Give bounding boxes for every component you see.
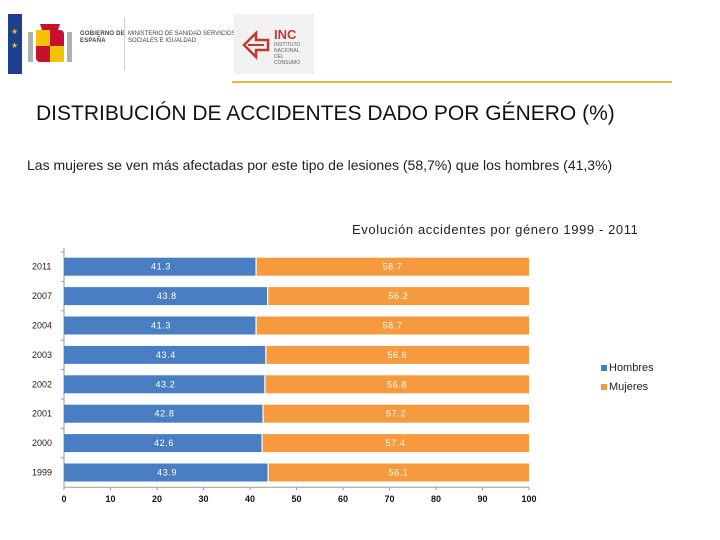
legend-label-mujeres: Mujeres: [609, 380, 649, 393]
y-category-label: 2007: [32, 291, 52, 301]
x-tick-label: 10: [105, 494, 115, 504]
y-category-label: 2000: [32, 438, 52, 448]
header-rule: [232, 81, 672, 83]
y-category-label: 2002: [32, 379, 52, 389]
x-tick-label: 20: [152, 494, 162, 504]
chart-title: Evolución accidentes por género 1999 - 2…: [352, 222, 639, 237]
logo-divider: [124, 18, 125, 70]
x-tick-label: 40: [245, 494, 255, 504]
inc-mark-icon: [242, 29, 270, 61]
gov-logo-text: GOBIERNO DE ESPAÑA: [80, 31, 125, 44]
bar-mujeres-2002: [264, 375, 529, 394]
government-logo: ★ ★ GOBIERNO DE ESPAÑA MINISTERIO DE SAN…: [8, 14, 236, 74]
inc-title: INC: [274, 27, 297, 42]
bar-mujeres-2004: [256, 316, 529, 335]
bar-mujeres-1999: [268, 463, 529, 482]
legend-swatch-hombres: [601, 364, 607, 371]
bar-hombres-2001: [64, 404, 264, 423]
y-category-label: 1999: [32, 468, 52, 478]
bar-hombres-2011: [64, 257, 257, 276]
bar-mujeres-2003: [265, 345, 529, 364]
x-tick-label: 60: [338, 494, 348, 504]
data-label-hombres: 42.8: [155, 409, 175, 419]
x-tick-label: 80: [431, 494, 441, 504]
data-label-mujeres: 56.2: [388, 291, 408, 301]
inc-subtitle: INSTITUTO NACIONAL DEL CONSUMO: [274, 42, 301, 66]
x-tick-label: 70: [384, 494, 394, 504]
intro-text: Las mujeres se ven más afectadas por est…: [27, 157, 613, 173]
data-label-mujeres: 58.7: [383, 262, 403, 272]
data-label-hombres: 43.9: [157, 468, 177, 478]
x-tick-label: 50: [291, 494, 301, 504]
bar-mujeres-2007: [267, 287, 529, 306]
x-tick-label: 90: [477, 494, 487, 504]
data-label-mujeres: 56.6: [387, 350, 407, 360]
y-category-label: 2011: [32, 262, 51, 272]
x-tick-label: 100: [521, 494, 536, 504]
flag-strip: ★ ★: [8, 14, 22, 74]
bar-hombres-2003: [64, 345, 266, 364]
data-label-mujeres: 57.4: [386, 438, 406, 448]
data-label-hombres: 43.4: [156, 350, 176, 360]
legend-item-mujeres: Mujeres: [601, 377, 654, 396]
page-title: DISTRIBUCIÓN DE ACCIDENTES DADO POR GÉNE…: [36, 102, 615, 125]
chart-legend: Hombres Mujeres: [601, 358, 654, 396]
coat-of-arms-icon: [28, 24, 72, 62]
data-label-mujeres: 56.1: [389, 468, 409, 478]
data-label-hombres: 41.3: [151, 262, 171, 272]
bar-hombres-2007: [64, 287, 268, 306]
legend-item-hombres: Hombres: [601, 358, 654, 377]
data-label-hombres: 43.2: [155, 379, 175, 389]
bar-mujeres-2011: [256, 257, 529, 276]
data-label-hombres: 42.6: [154, 438, 174, 448]
bar-hombres-2002: [64, 375, 265, 394]
bar-hombres-2004: [64, 316, 257, 335]
data-label-mujeres: 56.8: [387, 379, 407, 389]
data-label-hombres: 43.8: [157, 291, 177, 301]
data-label-mujeres: 58.7: [383, 321, 403, 331]
bar-mujeres-2000: [262, 434, 529, 453]
x-tick-label: 0: [61, 494, 66, 504]
y-category-label: 2003: [32, 350, 52, 360]
bar-hombres-1999: [64, 463, 269, 482]
y-category-label: 2001: [32, 409, 52, 419]
data-label-mujeres: 57.2: [386, 409, 406, 419]
legend-label-hombres: Hombres: [609, 361, 654, 374]
data-label-hombres: 41.3: [151, 321, 171, 331]
y-category-label: 2004: [32, 321, 52, 331]
x-tick-label: 30: [198, 494, 208, 504]
inc-logo: INC INSTITUTO NACIONAL DEL CONSUMO: [234, 14, 314, 74]
bar-mujeres-2001: [263, 404, 529, 423]
ministry-text: MINISTERIO DE SANIDAD SERVICIOS SOCIALES…: [128, 31, 236, 44]
bar-hombres-2000: [64, 434, 263, 453]
legend-swatch-mujeres: [601, 383, 607, 390]
